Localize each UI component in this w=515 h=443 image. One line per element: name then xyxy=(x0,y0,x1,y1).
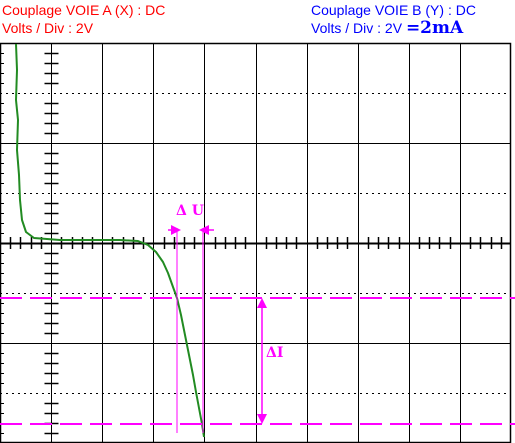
channel-b-coupling: Couplage VOIE B (Y) : DC xyxy=(311,2,476,18)
channel-b-volts-div-row: Volts / Div : 2V =2mA xyxy=(311,18,464,38)
delta-i-label: ΔI xyxy=(266,345,283,361)
channel-b-current-conversion: =2mA xyxy=(405,18,464,38)
characteristic-trace xyxy=(15,43,205,438)
delta-u-label: Δ U xyxy=(176,203,204,219)
axis-graduations xyxy=(0,52,511,435)
channel-b-volts-div: Volts / Div : 2V xyxy=(311,20,403,36)
channel-a-coupling: Couplage VOIE A (X) : DC xyxy=(2,2,166,18)
voltage-current-curve xyxy=(15,43,205,438)
channel-a-volts-div: Volts / Div : 2V xyxy=(2,20,94,36)
measurement-annotations: Δ U ΔI xyxy=(0,203,515,433)
